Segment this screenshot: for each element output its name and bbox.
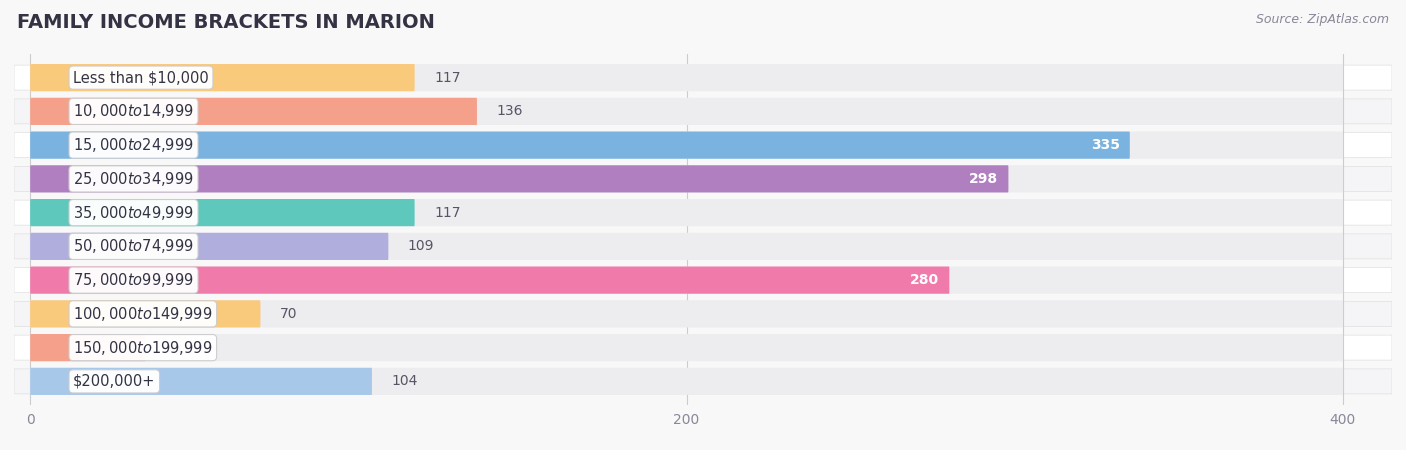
Text: $35,000 to $49,999: $35,000 to $49,999: [73, 203, 194, 221]
Text: $200,000+: $200,000+: [73, 374, 156, 389]
FancyBboxPatch shape: [30, 233, 388, 260]
Text: Less than $10,000: Less than $10,000: [73, 70, 209, 85]
FancyBboxPatch shape: [30, 165, 1343, 193]
Circle shape: [46, 103, 48, 120]
Circle shape: [46, 339, 48, 356]
Circle shape: [46, 271, 48, 289]
FancyBboxPatch shape: [14, 166, 1392, 191]
Text: 280: 280: [910, 273, 939, 287]
Text: $10,000 to $14,999: $10,000 to $14,999: [73, 102, 194, 120]
Text: $50,000 to $74,999: $50,000 to $74,999: [73, 237, 194, 255]
Circle shape: [46, 373, 48, 390]
FancyBboxPatch shape: [30, 64, 1343, 91]
Circle shape: [46, 238, 48, 255]
FancyBboxPatch shape: [14, 302, 1392, 326]
Text: $150,000 to $199,999: $150,000 to $199,999: [73, 338, 212, 356]
Text: 70: 70: [280, 307, 297, 321]
Circle shape: [46, 170, 48, 188]
FancyBboxPatch shape: [30, 368, 373, 395]
Text: 335: 335: [1091, 138, 1119, 152]
Text: Source: ZipAtlas.com: Source: ZipAtlas.com: [1256, 14, 1389, 27]
Circle shape: [46, 204, 48, 221]
FancyBboxPatch shape: [30, 300, 260, 328]
Text: 136: 136: [496, 104, 523, 118]
FancyBboxPatch shape: [14, 65, 1392, 90]
FancyBboxPatch shape: [30, 199, 1343, 226]
FancyBboxPatch shape: [14, 268, 1392, 292]
FancyBboxPatch shape: [30, 233, 1343, 260]
Text: $75,000 to $99,999: $75,000 to $99,999: [73, 271, 194, 289]
Text: 109: 109: [408, 239, 434, 253]
Text: 117: 117: [434, 71, 461, 85]
Text: $15,000 to $24,999: $15,000 to $24,999: [73, 136, 194, 154]
FancyBboxPatch shape: [30, 131, 1130, 159]
Text: $25,000 to $34,999: $25,000 to $34,999: [73, 170, 194, 188]
FancyBboxPatch shape: [14, 133, 1392, 158]
Text: FAMILY INCOME BRACKETS IN MARION: FAMILY INCOME BRACKETS IN MARION: [17, 14, 434, 32]
FancyBboxPatch shape: [14, 335, 1392, 360]
FancyBboxPatch shape: [14, 200, 1392, 225]
Circle shape: [46, 69, 48, 86]
Text: 104: 104: [391, 374, 418, 388]
FancyBboxPatch shape: [30, 266, 949, 294]
Text: 298: 298: [969, 172, 998, 186]
FancyBboxPatch shape: [30, 199, 415, 226]
Circle shape: [46, 305, 48, 323]
FancyBboxPatch shape: [14, 369, 1392, 394]
FancyBboxPatch shape: [30, 64, 415, 91]
FancyBboxPatch shape: [30, 98, 477, 125]
Text: $100,000 to $149,999: $100,000 to $149,999: [73, 305, 212, 323]
Text: 35: 35: [165, 341, 183, 355]
FancyBboxPatch shape: [30, 334, 146, 361]
FancyBboxPatch shape: [30, 300, 1343, 328]
FancyBboxPatch shape: [30, 165, 1008, 193]
FancyBboxPatch shape: [30, 334, 1343, 361]
FancyBboxPatch shape: [30, 368, 1343, 395]
Text: 117: 117: [434, 206, 461, 220]
Circle shape: [46, 136, 48, 154]
FancyBboxPatch shape: [30, 266, 1343, 294]
FancyBboxPatch shape: [30, 131, 1343, 159]
FancyBboxPatch shape: [14, 234, 1392, 259]
FancyBboxPatch shape: [14, 99, 1392, 124]
FancyBboxPatch shape: [30, 98, 1343, 125]
